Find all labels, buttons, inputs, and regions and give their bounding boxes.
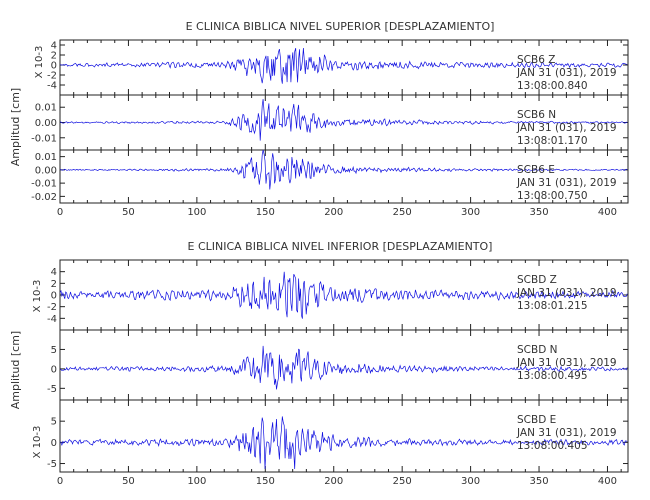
waveform-trace [59, 416, 628, 470]
station-time-label: 13:08:00.405 [517, 440, 588, 452]
x-tick-label: 350 [529, 476, 548, 487]
x-tick-label: 0 [57, 207, 63, 218]
y-tick-label: 2 [51, 279, 57, 290]
station-component-label: SCB6 E [517, 164, 555, 176]
station-date-label: JAN 31 (031), 2019 [516, 67, 617, 79]
y-tick-label: 0.00 [35, 118, 57, 129]
scale-label-upper: X 10-3 [34, 46, 45, 79]
x-tick-label: 300 [461, 476, 480, 487]
x-tick-label: 150 [256, 476, 275, 487]
x-tick-label: 300 [461, 207, 480, 218]
y-tick-label: -0.01 [31, 133, 57, 144]
chart-title-lower: E CLINICA BIBLICA NIVEL INFERIOR [DESPLA… [188, 240, 493, 253]
scale-label-lower-z: X 10-3 [32, 280, 43, 313]
y-tick-label: 0 [51, 364, 57, 375]
y-tick-label: 5 [51, 417, 57, 428]
station-component-label: SCB6 N [517, 109, 556, 121]
y-tick-label: 4 [51, 41, 57, 52]
y-tick-label: -0.01 [31, 179, 57, 190]
x-tick-label: 100 [187, 207, 206, 218]
y-tick-label: -4 [47, 314, 57, 325]
y-tick-label: -5 [47, 384, 57, 395]
station-time-label: 13:08:00.840 [517, 80, 588, 92]
x-tick-label: 400 [598, 207, 617, 218]
station-component-label: SCBD N [517, 344, 557, 356]
y-tick-label: -0.02 [31, 192, 57, 203]
station-time-label: 13:08:01.170 [517, 135, 588, 147]
x-tick-label: 250 [393, 207, 412, 218]
y-tick-label: -4 [47, 81, 57, 92]
x-tick-label: 50 [122, 207, 135, 218]
chart-title-upper: E CLINICA BIBLICA NIVEL SUPERIOR [DESPLA… [186, 20, 495, 33]
x-tick-label: 100 [187, 476, 206, 487]
y-tick-label: 0.01 [35, 152, 57, 163]
station-date-label: JAN 31 (031), 2019 [516, 122, 617, 134]
station-date-label: JAN 31 (031), 2019 [516, 177, 617, 189]
y-tick-label: 4 [51, 267, 57, 278]
station-time-label: 13:08:01.215 [517, 300, 588, 312]
station-date-label: JAN 31 (031), 2019 [516, 287, 617, 299]
station-component-label: SCB6 Z [517, 54, 555, 66]
y-tick-label: -2 [47, 71, 57, 82]
y-tick-label: 0.00 [35, 165, 57, 176]
x-tick-label: 150 [256, 207, 275, 218]
station-component-label: SCBD Z [517, 274, 557, 286]
x-tick-label: 250 [393, 476, 412, 487]
station-time-label: 13:08:00.495 [517, 370, 588, 382]
station-component-label: SCBD E [517, 414, 556, 426]
y-tick-label: 0 [51, 291, 57, 302]
panel-frame [59, 149, 629, 204]
x-tick-label: 400 [598, 476, 617, 487]
station-date-label: JAN 31 (031), 2019 [516, 357, 617, 369]
y-tick-label: 5 [51, 345, 57, 356]
scale-label-lower-e: X 10-3 [32, 426, 43, 459]
y-tick-label: 2 [51, 51, 57, 62]
y-axis-label-upper: Amplitud [cm] [9, 88, 22, 166]
x-tick-label: 0 [57, 476, 63, 487]
waveform-trace [59, 271, 628, 319]
x-tick-label: 200 [324, 476, 343, 487]
waveform-trace [59, 149, 628, 190]
x-tick-label: 200 [324, 207, 343, 218]
waveform-trace [59, 99, 628, 141]
y-tick-label: 0 [51, 438, 57, 449]
waveform-trace [59, 47, 628, 84]
station-time-label: 13:08:00.750 [517, 190, 588, 202]
x-tick-label: 50 [122, 476, 135, 487]
waveform-trace [59, 345, 628, 390]
y-tick-label: -5 [47, 459, 57, 470]
y-tick-label: 0 [51, 61, 57, 72]
y-tick-label: -2 [47, 302, 57, 313]
panel-frame [59, 399, 629, 473]
y-tick-label: 0.01 [35, 103, 57, 114]
station-date-label: JAN 31 (031), 2019 [516, 427, 617, 439]
y-axis-label-lower: Amplitud [cm] [9, 331, 22, 409]
x-tick-label: 350 [529, 207, 548, 218]
